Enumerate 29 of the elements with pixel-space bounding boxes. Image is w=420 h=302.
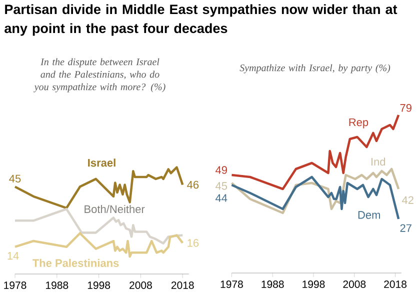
x-tick-label: 2008 — [343, 280, 366, 288]
series-label: The Palestinians — [32, 258, 119, 267]
x-tick-label: 1988 — [262, 280, 284, 288]
data-label: 49 — [216, 166, 227, 174]
chart-subtitle: Sympathize with Israel, by party (%) — [240, 64, 390, 74]
chart-subtitle: In the dispute between Israel and the Palestinians, who do you sympathize with more? (%) — [34, 58, 166, 92]
series-label: Both/Neither — [84, 204, 145, 214]
chart-title: Partisan divide in Middle East sympathies now wider than at any point in the past four decades — [4, 4, 398, 36]
x-tick-label: 2008 — [130, 282, 152, 289]
x-tick-label: 1998 — [302, 280, 325, 288]
x-tick-label: 1998 — [88, 282, 110, 289]
series-label: Ind — [371, 158, 386, 166]
x-tick-label: 2018 — [171, 282, 194, 289]
data-label: 79 — [400, 104, 412, 112]
data-label: 45 — [9, 174, 21, 183]
data-label: 46 — [187, 180, 199, 189]
data-label: 44 — [216, 194, 228, 202]
data-label: 14 — [8, 252, 19, 260]
x-tick-label: 1978 — [220, 280, 243, 288]
series-label: Rep — [349, 118, 368, 128]
data-label: 27 — [400, 224, 412, 232]
data-label: 42 — [402, 196, 414, 204]
x-tick-label: 1978 — [4, 282, 26, 289]
series-label: Israel — [88, 158, 116, 167]
x-tick-label: 1988 — [46, 282, 68, 289]
series-label: Dem — [358, 211, 380, 219]
x-tick-label: 2018 — [384, 280, 406, 288]
data-label: 45 — [216, 182, 228, 190]
data-label: 16 — [188, 239, 199, 247]
